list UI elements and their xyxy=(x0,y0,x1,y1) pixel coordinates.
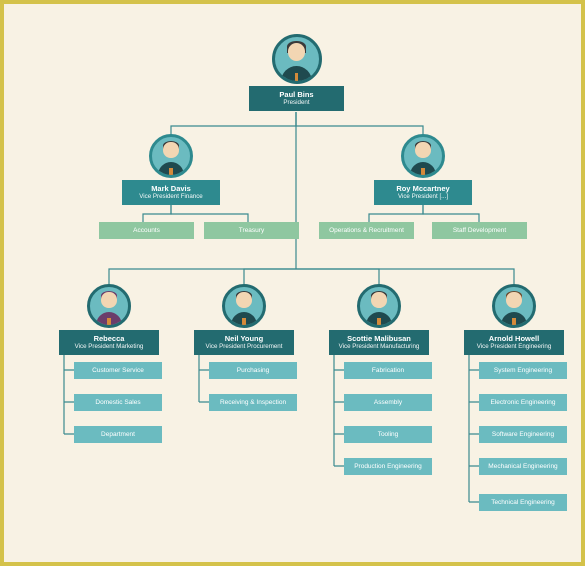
person-card: Rebecca Vice President Marketing xyxy=(59,330,159,355)
person-node: Paul Bins President xyxy=(249,34,344,111)
department-box: Purchasing xyxy=(209,362,297,379)
avatar-icon xyxy=(357,284,401,328)
person-name: Scottie Malibusan xyxy=(335,334,423,343)
department-box: Fabrication xyxy=(344,362,432,379)
person-name: Arnold Howell xyxy=(470,334,558,343)
department-box: Operations & Recruitment xyxy=(319,222,414,239)
avatar-icon xyxy=(222,284,266,328)
person-title: Vice President Marketing xyxy=(65,343,153,351)
avatar-icon xyxy=(492,284,536,328)
person-node: Roy Mccartney Vice President [...] xyxy=(374,134,472,205)
department-box: Treasury xyxy=(204,222,299,239)
person-title: President xyxy=(255,99,338,107)
department-box: Electronic Engineering xyxy=(479,394,567,411)
department-box: Receiving & Inspection xyxy=(209,394,297,411)
person-node: Neil Young Vice President Procurement xyxy=(194,284,294,355)
person-node: Rebecca Vice President Marketing xyxy=(59,284,159,355)
department-box: Accounts xyxy=(99,222,194,239)
person-card: Mark Davis Vice President Finance xyxy=(122,180,220,205)
avatar-icon xyxy=(401,134,445,178)
person-card: Arnold Howell Vice President Engineering xyxy=(464,330,564,355)
person-name: Rebecca xyxy=(65,334,153,343)
person-title: Vice President Manufacturing xyxy=(335,343,423,351)
person-name: Paul Bins xyxy=(255,90,338,99)
department-box: Mechanical Engineering xyxy=(479,458,567,475)
person-node: Scottie Malibusan Vice President Manufac… xyxy=(329,284,429,355)
person-name: Mark Davis xyxy=(128,184,214,193)
avatar-icon xyxy=(149,134,193,178)
person-title: Vice President [...] xyxy=(380,193,466,201)
person-title: Vice President Finance xyxy=(128,193,214,201)
department-box: Technical Engineering xyxy=(479,494,567,511)
department-box: System Engineering xyxy=(479,362,567,379)
department-box: Department xyxy=(74,426,162,443)
department-box: Customer Service xyxy=(74,362,162,379)
org-chart-frame: Paul Bins President Mark Davis Vice Pres… xyxy=(0,0,585,566)
avatar-icon xyxy=(272,34,322,84)
department-box: Staff Development xyxy=(432,222,527,239)
person-name: Neil Young xyxy=(200,334,288,343)
department-box: Assembly xyxy=(344,394,432,411)
department-box: Domestic Sales xyxy=(74,394,162,411)
person-node: Arnold Howell Vice President Engineering xyxy=(464,284,564,355)
person-card: Paul Bins President xyxy=(249,86,344,111)
person-card: Neil Young Vice President Procurement xyxy=(194,330,294,355)
person-title: Vice President Procurement xyxy=(200,343,288,351)
person-card: Roy Mccartney Vice President [...] xyxy=(374,180,472,205)
avatar-icon xyxy=(87,284,131,328)
person-node: Mark Davis Vice President Finance xyxy=(122,134,220,205)
person-title: Vice President Engineering xyxy=(470,343,558,351)
person-name: Roy Mccartney xyxy=(380,184,466,193)
department-box: Production Engineering xyxy=(344,458,432,475)
department-box: Tooling xyxy=(344,426,432,443)
department-box: Software Engineering xyxy=(479,426,567,443)
person-card: Scottie Malibusan Vice President Manufac… xyxy=(329,330,429,355)
